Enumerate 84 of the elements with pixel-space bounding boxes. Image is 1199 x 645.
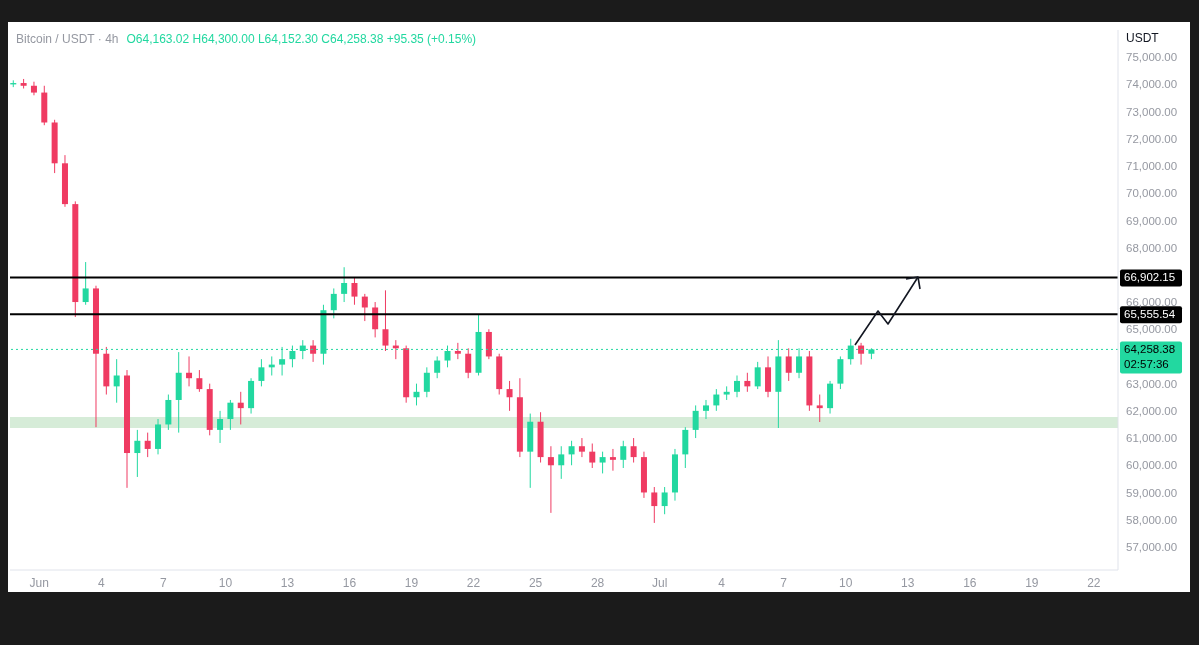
x-tick-label: 13	[901, 575, 915, 590]
y-tick-label: 71,000.00	[1126, 160, 1178, 173]
x-tick-label: Jun	[29, 575, 49, 590]
y-tick-label: 61,000.00	[1126, 432, 1178, 445]
x-tick-label: 10	[839, 575, 853, 590]
candlestick	[196, 369, 203, 393]
candlestick	[692, 404, 699, 439]
candlestick	[382, 289, 389, 352]
candlestick	[330, 287, 337, 319]
candlestick	[361, 293, 368, 322]
y-tick-label: 60,000.00	[1126, 459, 1178, 472]
candlestick	[651, 486, 658, 524]
y-tick-label: 57,000.00	[1126, 540, 1178, 553]
candlestick	[413, 383, 420, 406]
x-tick-label: 10	[218, 575, 233, 590]
candlestick	[113, 358, 120, 404]
y-tick-label: 65,000.00	[1126, 323, 1178, 336]
y-axis-title: USDT	[1126, 31, 1160, 45]
ref-line-label: 65,555.54	[1124, 308, 1176, 321]
candlestick	[506, 380, 513, 412]
candlestick	[858, 342, 865, 366]
x-tick-label: 19	[1025, 575, 1039, 590]
candlestick	[82, 261, 89, 306]
candlestick	[754, 361, 761, 390]
x-tick-label: 25	[528, 575, 543, 590]
y-tick-label: 70,000.00	[1126, 187, 1178, 200]
candlestick	[630, 437, 637, 464]
chart-subtitle: O64,163.02 H64,300.00 L64,152.30 C64,258.38 +95.35 (+0.15%)	[126, 32, 477, 46]
x-tick-label: 4	[97, 575, 105, 590]
x-tick-label: Jul	[651, 575, 668, 590]
candlestick	[217, 410, 224, 444]
ref-line-label: 66,902.15	[1124, 271, 1176, 284]
y-tick-label: 66,000.00	[1126, 296, 1178, 309]
y-tick-label: 72,000.00	[1126, 132, 1178, 145]
candlestick	[734, 374, 741, 398]
candlestick	[454, 342, 461, 360]
candlestick	[816, 394, 823, 423]
candlestick	[237, 391, 244, 425]
candlestick	[578, 437, 585, 458]
x-tick-label: 7	[160, 575, 168, 590]
y-tick-label: 75,000.00	[1126, 51, 1178, 64]
y-tick-label: 58,000.00	[1126, 513, 1178, 526]
candlestick	[465, 347, 472, 379]
candlestick	[144, 432, 151, 458]
candlestick	[609, 448, 616, 472]
candlestick	[599, 451, 606, 474]
y-tick-label: 68,000.00	[1126, 241, 1178, 254]
candlestick	[702, 399, 709, 420]
candlestick	[372, 301, 379, 338]
y-tick-label: 59,000.00	[1126, 486, 1178, 499]
y-tick-label: 73,000.00	[1126, 105, 1178, 118]
x-tick-label: 22	[466, 575, 481, 590]
candlestick	[558, 445, 565, 480]
candlestick	[227, 399, 234, 431]
candlestick	[434, 355, 441, 379]
y-tick-label: 74,000.00	[1126, 78, 1178, 91]
x-tick-label: 13	[280, 575, 295, 590]
candlestick	[568, 440, 575, 466]
x-tick-label: 22	[1087, 575, 1101, 590]
candlestick	[589, 443, 596, 469]
candlestick	[785, 347, 792, 382]
candlestick	[186, 355, 193, 387]
candlestick	[713, 388, 720, 412]
y-tick-label: 63,000.00	[1126, 377, 1178, 390]
candlestick	[744, 372, 751, 393]
x-tick-label: 28	[590, 575, 605, 590]
x-tick-label: 16	[963, 575, 977, 590]
candlestick	[310, 339, 317, 363]
y-tick-label: 62,000.00	[1126, 404, 1178, 417]
x-tick-label: 19	[404, 575, 419, 590]
ref-line-label: 64,258.38 02:57:36	[1124, 343, 1176, 371]
candlestick	[547, 445, 554, 514]
candlestick	[423, 366, 430, 398]
candlestick	[351, 277, 358, 306]
y-tick-label: 69,000.00	[1126, 214, 1178, 227]
chart-title: Bitcoin / USDT · 4h	[16, 32, 119, 46]
candlestick	[620, 440, 627, 469]
x-tick-label: 4	[718, 575, 726, 590]
candlestick	[661, 486, 668, 515]
candlestick	[258, 358, 265, 387]
x-tick-label: 16	[342, 575, 357, 590]
x-tick-label: 7	[780, 575, 788, 590]
candlestick	[341, 266, 348, 303]
candlestick	[134, 429, 141, 478]
